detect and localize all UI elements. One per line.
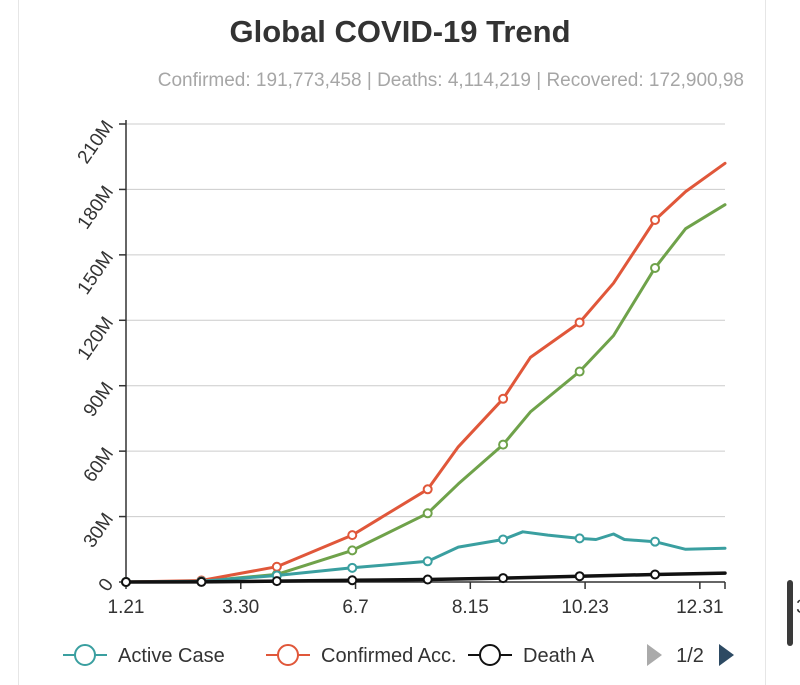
scrollbar[interactable] bbox=[787, 580, 793, 646]
data-point bbox=[498, 393, 509, 404]
data-point bbox=[574, 533, 585, 544]
data-point bbox=[650, 536, 661, 547]
data-point bbox=[498, 573, 509, 584]
data-point bbox=[574, 571, 585, 582]
summary-text: Confirmed: 191,773,458 | Deaths: 4,114,2… bbox=[157, 70, 744, 91]
data-point bbox=[574, 317, 585, 328]
legend-label: Active Case bbox=[118, 645, 225, 667]
data-point bbox=[574, 366, 585, 377]
data-point bbox=[347, 530, 358, 541]
x-tick-label: 10.23 bbox=[561, 597, 609, 618]
data-point bbox=[422, 508, 433, 519]
x-tick-label: 3.10 bbox=[796, 597, 800, 618]
series-line-recovered bbox=[124, 203, 727, 584]
x-tick-label: 12.31 bbox=[676, 597, 724, 618]
legend-page-indicator: 1/2 bbox=[676, 645, 704, 667]
data-point bbox=[650, 569, 661, 580]
series-line-active-case bbox=[124, 530, 727, 584]
y-tick-label: 150M bbox=[74, 248, 118, 299]
data-point bbox=[347, 562, 358, 573]
data-point bbox=[347, 575, 358, 586]
x-tick-label: 3.30 bbox=[222, 597, 259, 618]
x-tick-label: 1.21 bbox=[108, 597, 145, 618]
y-tick-label: 180M bbox=[74, 182, 118, 233]
legend-item[interactable]: Death A bbox=[468, 644, 595, 667]
data-point bbox=[422, 484, 433, 495]
legend-label: Confirmed Acc. bbox=[321, 645, 457, 667]
data-point bbox=[121, 577, 131, 587]
y-tick-label: 30M bbox=[80, 509, 118, 551]
chart-card bbox=[18, 0, 766, 685]
data-point bbox=[422, 556, 433, 567]
x-tick-label: 6.7 bbox=[342, 597, 368, 618]
y-tick-label: 60M bbox=[80, 444, 118, 486]
data-point bbox=[498, 439, 509, 450]
legend-label: Death A bbox=[523, 645, 595, 667]
data-point bbox=[196, 576, 207, 587]
legend-marker bbox=[277, 644, 299, 666]
summary-bar: Confirmed: 191,773,458 | Deaths: 4,114,2… bbox=[48, 70, 744, 98]
x-tick-label: 8.15 bbox=[452, 597, 489, 618]
data-point bbox=[650, 262, 661, 273]
data-point bbox=[650, 214, 661, 225]
y-tick-label: 0 bbox=[95, 575, 118, 596]
series-line-confirmed-acc bbox=[124, 161, 727, 584]
y-tick-label: 210M bbox=[74, 117, 118, 168]
data-point bbox=[271, 561, 282, 572]
legend-marker bbox=[74, 644, 96, 666]
data-point bbox=[347, 545, 358, 556]
legend-marker bbox=[479, 644, 501, 666]
y-tick-label: 90M bbox=[80, 379, 118, 421]
legend-item[interactable]: Confirmed Acc. bbox=[266, 644, 457, 667]
data-point bbox=[498, 534, 509, 545]
legend-prev-arrow-icon[interactable] bbox=[647, 644, 662, 666]
legend-next-arrow-icon[interactable] bbox=[719, 644, 734, 666]
grid-layer: 0 30M 60M 90M 120M 150M 180M 210M bbox=[74, 117, 725, 596]
legend-item[interactable]: Active Case bbox=[63, 644, 225, 667]
y-tick-label: 120M bbox=[74, 313, 118, 364]
data-point bbox=[422, 574, 433, 585]
chart-title: Global COVID-19 Trend bbox=[229, 14, 571, 49]
data-point bbox=[271, 576, 282, 587]
